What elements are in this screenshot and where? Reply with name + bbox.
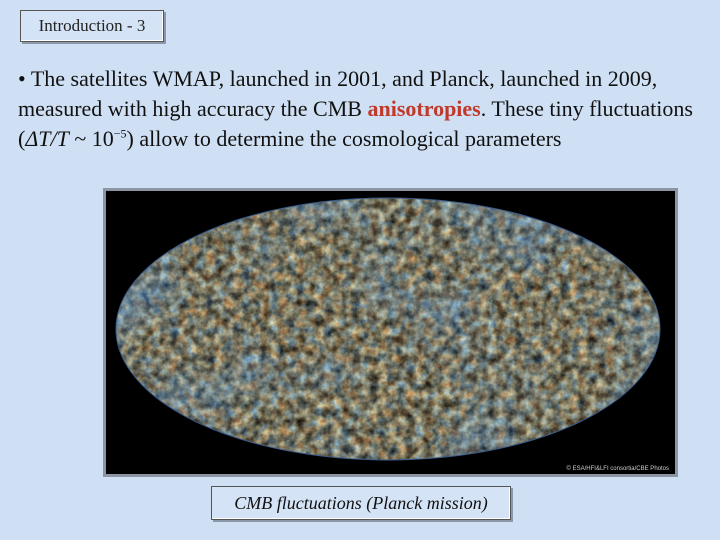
image-caption-box: CMB fluctuations (Planck mission) xyxy=(211,486,511,520)
bullet-text: • The satellites WMAP, launched in 2001,… xyxy=(18,64,708,154)
image-credit: © ESA/HFI&LFI consortia/CBE Photos xyxy=(566,466,669,472)
slide-title-box: Introduction - 3 xyxy=(20,10,164,42)
bullet-symbol: • xyxy=(18,66,26,91)
bullet-text-part3: ) allow to determine the cosmological pa… xyxy=(126,126,562,151)
bullet-text-part1: The satellites WMAP, launched in 2001, a… xyxy=(18,66,658,121)
anisotropies-highlight: anisotropies xyxy=(367,96,481,121)
cmb-mollweide-map xyxy=(106,191,675,474)
formula-tilde: ~ 10 xyxy=(68,126,114,151)
bullet-text-part2: . These tiny fluctuations ( xyxy=(18,96,693,151)
formula-exponent: −5 xyxy=(113,126,127,141)
slide-title: Introduction - 3 xyxy=(38,16,146,35)
delta-t-over-t: ΔT/T xyxy=(25,126,69,151)
image-caption: CMB fluctuations (Planck mission) xyxy=(234,492,488,513)
cmb-map-image: © ESA/HFI&LFI consortia/CBE Photos xyxy=(103,188,678,477)
